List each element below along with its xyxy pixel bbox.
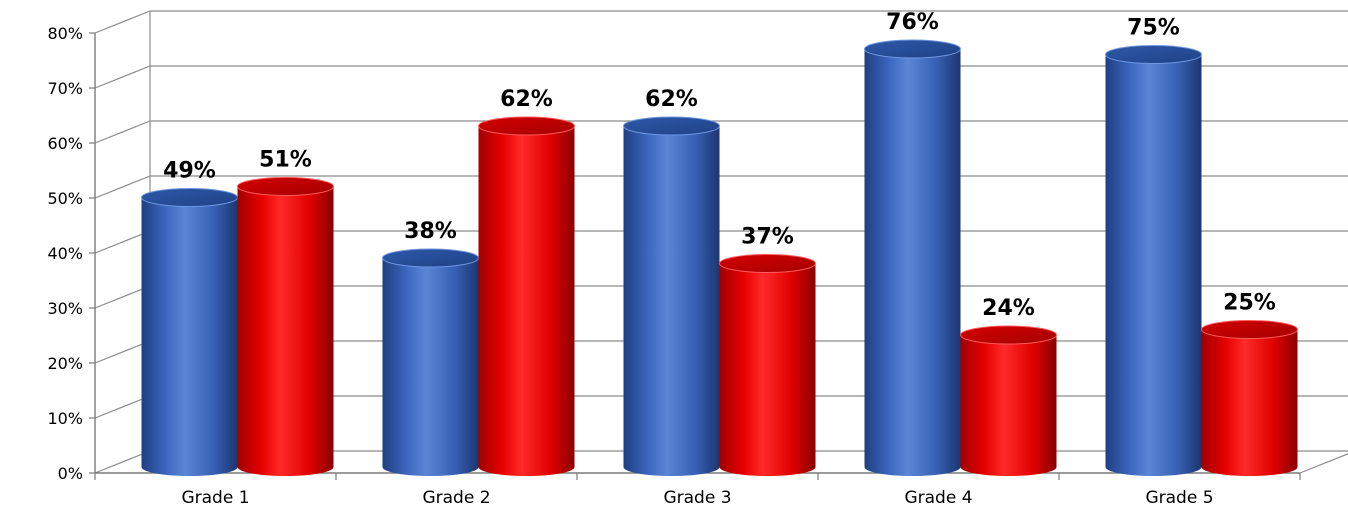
category-label: Grade 5 xyxy=(1145,488,1213,506)
y-tick-label: 0% xyxy=(58,464,83,483)
cylinder-top xyxy=(719,254,816,273)
gridline-side xyxy=(94,450,151,474)
y-tick-label: 30% xyxy=(47,299,83,318)
data-label-series-2: 25% xyxy=(1223,291,1276,316)
cylinder-top xyxy=(1201,320,1298,339)
cylinder-top xyxy=(382,248,479,268)
cylinder-body xyxy=(1201,329,1298,476)
y-tick-label: 50% xyxy=(47,189,83,208)
y-tick-label: 60% xyxy=(47,134,83,153)
cylinder-top xyxy=(141,188,238,207)
cylinder-body xyxy=(382,258,479,476)
bar-series-2 xyxy=(1201,320,1298,476)
data-label-series-2: 62% xyxy=(500,87,553,112)
gridline-side xyxy=(94,340,151,364)
y-tick-label: 80% xyxy=(47,24,83,43)
data-label-series-1: 49% xyxy=(163,159,216,184)
y-tick-label: 70% xyxy=(47,79,83,98)
bar-series-2 xyxy=(237,177,334,476)
gridline-side xyxy=(94,285,151,309)
cylinder-top xyxy=(960,325,1057,345)
cylinder-body xyxy=(960,335,1057,476)
data-label-series-2: 24% xyxy=(982,296,1035,321)
cylinder-top xyxy=(864,39,961,59)
category-label: Grade 2 xyxy=(422,488,490,506)
cylinder-body xyxy=(864,49,961,476)
floor-edge xyxy=(1299,453,1348,474)
bars xyxy=(141,39,1298,476)
y-tick-label: 40% xyxy=(47,244,83,263)
cylinder-body xyxy=(623,126,720,476)
category-label: Grade 3 xyxy=(663,488,731,506)
cylinder-body xyxy=(237,186,334,476)
data-label-series-2: 51% xyxy=(259,148,312,173)
gridline-side xyxy=(94,120,151,144)
category-label: Grade 1 xyxy=(181,488,249,506)
cylinder-top xyxy=(623,116,720,136)
bar-series-2 xyxy=(960,325,1057,476)
data-label-series-1: 76% xyxy=(886,10,939,35)
cylinder-top xyxy=(1105,45,1202,64)
bar-series-1 xyxy=(382,248,479,476)
bar-series-1 xyxy=(1105,45,1202,476)
labels: 49% 51% 38% 62% 62% 37% 76% 24% 75% 25% xyxy=(163,10,1276,321)
cylinder-top xyxy=(478,116,575,136)
gridline-side xyxy=(94,395,151,419)
data-label-series-1: 75% xyxy=(1127,16,1180,41)
cylinder-body xyxy=(1105,54,1202,476)
cylinder-body xyxy=(141,197,238,476)
gridline-side xyxy=(94,230,151,254)
data-label-series-1: 38% xyxy=(404,219,457,244)
bar-series-2 xyxy=(719,254,816,476)
category-label: Grade 4 xyxy=(904,488,972,506)
gridline-side xyxy=(94,175,151,199)
bar-series-1 xyxy=(864,39,961,476)
bar-series-1 xyxy=(141,188,238,476)
bar-series-2 xyxy=(478,116,575,476)
bar-series-1 xyxy=(623,116,720,476)
data-label-series-1: 62% xyxy=(645,87,698,112)
cylinder-body xyxy=(719,263,816,476)
cylinder-top xyxy=(237,177,334,196)
gridline-side xyxy=(94,65,151,89)
y-tick-label: 20% xyxy=(47,354,83,373)
y-tick-label: 10% xyxy=(47,409,83,428)
cylinder-body xyxy=(478,126,575,476)
data-label-series-2: 37% xyxy=(741,225,794,250)
gridline-side xyxy=(94,10,151,34)
